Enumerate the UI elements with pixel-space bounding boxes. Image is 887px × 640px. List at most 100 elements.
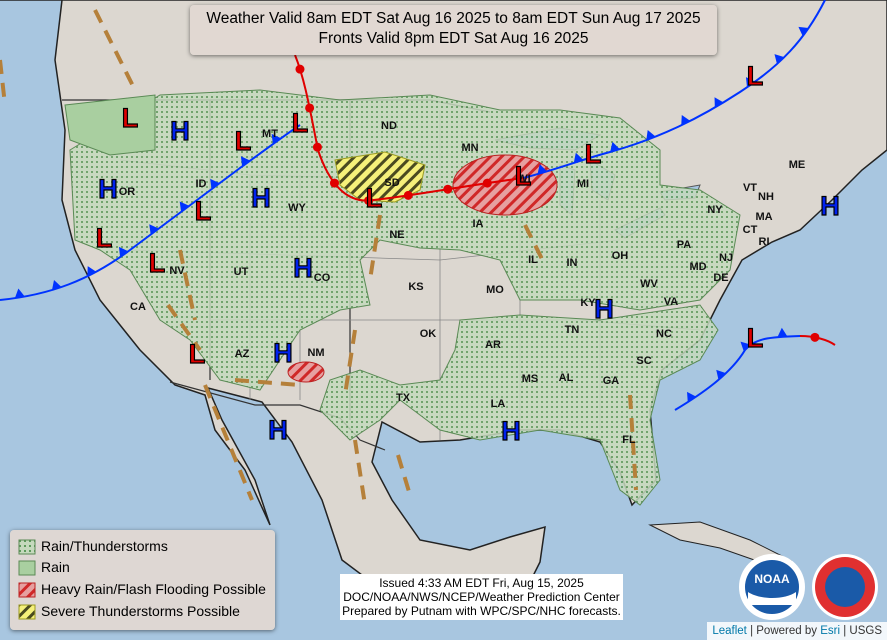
pressure-center: L [747, 61, 764, 91]
warm-front-semicircle [810, 332, 820, 342]
cold-front-triangle [573, 152, 584, 163]
troughs [0, 9, 638, 506]
rain-thunderstorms-area [319, 304, 719, 506]
warm-front-semicircle [364, 196, 374, 206]
title-box: Weather Valid 8am EDT Sat Aug 16 2025 to… [190, 5, 717, 55]
state-label: CT [743, 224, 758, 236]
state-label: ME [789, 159, 806, 171]
cold-front-triangle [798, 26, 809, 37]
cold-front [0, 124, 301, 301]
state-label: NV [169, 265, 185, 277]
state-label: MS [522, 373, 539, 385]
state-label: NJ [719, 252, 733, 264]
state-label: FL [622, 434, 636, 446]
state-label: SD [384, 177, 399, 189]
warm-front [294, 54, 524, 202]
pressure-center: H [251, 183, 271, 213]
cold-front-triangle [646, 130, 656, 141]
state-label: CO [314, 272, 331, 284]
cold-front-triangle [610, 141, 620, 152]
state-label: AL [559, 372, 574, 384]
state-label: WV [640, 278, 658, 290]
pressure-center: H [170, 116, 190, 146]
state-label: NE [389, 229, 404, 241]
cold-front-triangle [745, 77, 756, 88]
state-label: NM [307, 347, 324, 359]
legend-item: Rain/Thunderstorms [18, 536, 168, 556]
pressure-center: L [366, 183, 383, 213]
legend-swatch [18, 604, 36, 620]
state-label: DE [713, 272, 728, 284]
state-label: NY [707, 204, 723, 216]
pressure-center: H [268, 415, 288, 445]
state-label: WY [288, 202, 306, 214]
legend-label: Heavy Rain/Flash Flooding Possible [41, 581, 266, 597]
state-label: UT [234, 266, 249, 278]
nws-logo [825, 567, 865, 607]
pressure-center: L [515, 161, 532, 191]
cold-front-triangle [210, 178, 220, 190]
state-label: MN [461, 142, 478, 154]
state-label: MD [689, 261, 706, 273]
state-label: RI [759, 236, 770, 248]
legend-item: Severe Thunderstorms Possible [18, 601, 240, 621]
pressure-center: L [189, 339, 206, 369]
warm-front-semicircle [443, 184, 453, 194]
attribution-text: | Powered by [750, 625, 817, 637]
pressure-center: H [594, 294, 614, 324]
legend-item: Heavy Rain/Flash Flooding Possible [18, 579, 266, 599]
state-label: NH [758, 191, 774, 203]
warm-front-semicircle [329, 178, 339, 188]
pressure-center: L [122, 103, 139, 133]
cold-front-triangle [240, 156, 251, 167]
state-label: LA [491, 398, 506, 410]
pressure-center: L [235, 126, 252, 156]
warm-front-semicircle [403, 190, 413, 200]
leaflet-link[interactable]: Leaflet [712, 625, 747, 637]
warm-front-semicircle [482, 178, 492, 188]
pressure-center: H [273, 338, 293, 368]
state-label: KS [408, 281, 423, 293]
cold-front-triangle [149, 224, 159, 235]
state-label: OH [612, 250, 629, 262]
state-label: CA [130, 301, 146, 313]
issued-line: Prepared by Putnam with WPC/SPC/NHC fore… [342, 604, 621, 618]
title-line: Weather Valid 8am EDT Sat Aug 16 2025 to… [206, 10, 701, 27]
state-label: VA [664, 296, 679, 308]
warm-front-semicircle [295, 64, 305, 74]
state-label: MA [755, 211, 772, 223]
state-label: ID [196, 178, 207, 190]
cold-front-triangle [179, 201, 190, 212]
pressure-center: H [293, 253, 313, 283]
pressure-center: L [195, 196, 212, 226]
legend-label: Severe Thunderstorms Possible [41, 603, 240, 619]
cold-front-triangle [687, 391, 697, 403]
issued-line: DOC/NOAA/NWS/NCEP/Weather Prediction Cen… [343, 590, 620, 604]
pressure-center: H [820, 191, 840, 221]
pressure-center: L [149, 248, 166, 278]
state-label: TN [565, 324, 580, 336]
esri-link[interactable]: Esri [820, 625, 841, 637]
state-label: ND [381, 120, 397, 132]
state-label: AR [485, 339, 501, 351]
noaa-logo [748, 592, 796, 605]
cold-front-triangle [118, 246, 129, 258]
warm-front-semicircle [305, 103, 315, 113]
state-label: WI [517, 173, 530, 185]
pressure-center: L [96, 223, 113, 253]
pressure-center: L [747, 323, 764, 353]
issued-line: Issued 4:33 AM EDT Fri, Aug 15, 2025 [379, 576, 584, 590]
heavy-rain-area [452, 154, 558, 216]
noaa-logo [745, 560, 799, 614]
state-label: MT [262, 128, 278, 140]
legend: Rain/Thunderstorms Rain Heavy Rain/Flash… [10, 530, 275, 630]
cold-front-triangle [51, 280, 62, 291]
state-label: NC [656, 328, 672, 340]
legend-swatch [18, 560, 36, 576]
pressure-center: L [292, 108, 309, 138]
issued-box: Issued 4:33 AM EDT Fri, Aug 15, 2025 DOC… [340, 574, 623, 620]
state-label: VT [743, 182, 757, 194]
